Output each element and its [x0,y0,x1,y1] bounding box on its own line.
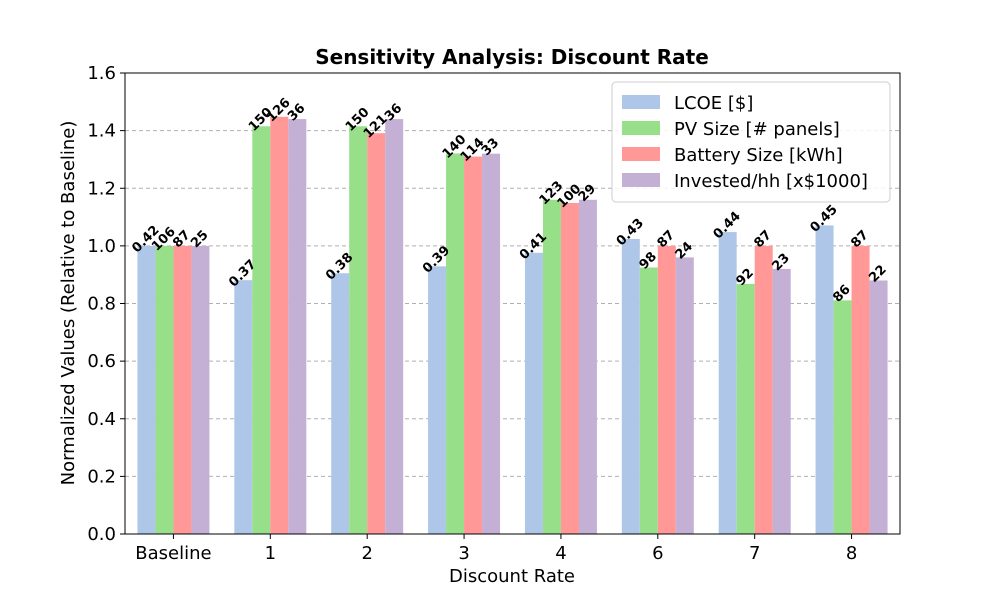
bar [851,245,870,534]
bar [270,116,289,535]
legend-swatch [622,147,660,161]
bar [385,119,404,534]
x-tick-label: Baseline [135,543,211,564]
legend-swatch [622,95,660,109]
legend: LCOE [$] PV Size [# panels] Battery Size [… [611,81,891,203]
bar [428,266,447,534]
x-tick-label: 4 [555,543,566,564]
bar [173,245,192,534]
y-tick-label: 1.2 [87,178,116,199]
legend-swatch [622,121,660,135]
y-tick-label: 0.0 [87,524,116,545]
bar [252,126,271,534]
chart-title: Sensitivity Analysis: Discount Rate [315,45,709,69]
x-axis: Baseline 1 2 3 4 6 7 8 [135,534,857,564]
bar [560,202,579,534]
bar [869,280,888,534]
bar [234,280,253,534]
y-tick-label: 1.6 [87,63,116,84]
bar [542,199,561,534]
bar [331,273,350,534]
x-tick-label: 6 [652,543,663,564]
bar [621,238,640,534]
bar [446,153,465,534]
legend-box [611,81,891,203]
y-tick-label: 1.0 [87,236,116,257]
bar [524,252,543,535]
x-tick-label: 8 [846,543,857,564]
bar [754,245,773,534]
bar [718,232,737,535]
bar [657,245,676,534]
legend-label: Battery Size [kWh] [674,145,843,166]
bar [349,126,368,534]
x-axis-title: Discount Rate [449,566,575,587]
legend-label: PV Size [# panels] [674,119,840,140]
bar [464,156,483,534]
bar [288,119,307,534]
bar [482,153,501,535]
bar [578,199,597,534]
y-axis-title: Normalized Values (Relative to Baseline) [58,121,79,486]
bar [367,133,386,534]
x-tick-label: 1 [265,543,276,564]
bar [833,300,852,534]
legend-label: Invested/hh [x$1000] [674,171,868,192]
bar [137,245,156,534]
bar [736,283,755,534]
bar [191,245,210,534]
x-tick-label: 2 [361,543,372,564]
bar [815,225,834,534]
y-tick-label: 0.8 [87,294,116,315]
y-tick-label: 0.2 [87,466,116,487]
legend-label: LCOE [$] [674,93,753,114]
legend-swatch [622,173,660,187]
bar [639,267,658,534]
bar [772,268,791,534]
x-tick-label: 3 [458,543,469,564]
x-tick-label: 7 [749,543,760,564]
y-tick-label: 1.4 [87,121,116,142]
y-axis: 0.0 0.2 0.4 0.6 0.8 1.0 1.2 1.4 1.6 [87,63,125,545]
bar [155,245,174,534]
bars [137,116,888,535]
bar [675,257,694,534]
y-tick-label: 0.4 [87,409,116,430]
y-tick-label: 0.6 [87,351,116,372]
